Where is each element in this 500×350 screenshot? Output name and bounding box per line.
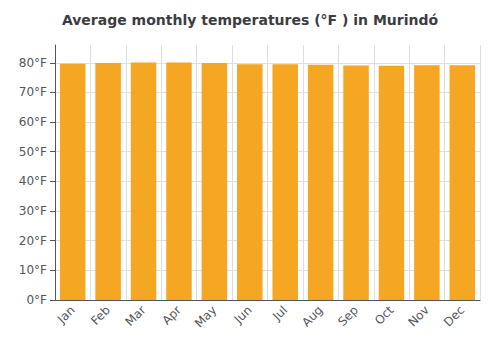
svg-text:10°F: 10°F — [19, 263, 47, 277]
svg-text:Jan: Jan — [54, 303, 78, 327]
svg-text:60°F: 60°F — [19, 115, 47, 129]
svg-text:Apr: Apr — [159, 303, 184, 328]
svg-text:Aug: Aug — [299, 303, 325, 329]
svg-text:Jun: Jun — [231, 303, 255, 327]
svg-text:80°F: 80°F — [19, 56, 47, 70]
svg-text:Feb: Feb — [88, 303, 113, 328]
svg-text:40°F: 40°F — [19, 174, 47, 188]
svg-text:Jul: Jul — [269, 303, 290, 324]
svg-text:0°F: 0°F — [26, 293, 47, 307]
svg-text:70°F: 70°F — [19, 85, 47, 99]
svg-text:Average monthly temperatures (: Average monthly temperatures (°F ) in Mu… — [62, 12, 439, 28]
svg-text:Oct: Oct — [372, 303, 397, 328]
svg-text:50°F: 50°F — [19, 145, 47, 159]
svg-text:20°F: 20°F — [19, 234, 47, 248]
svg-text:Sep: Sep — [335, 303, 361, 329]
svg-text:Dec: Dec — [441, 303, 467, 329]
svg-text:Mar: Mar — [123, 303, 149, 329]
svg-text:Nov: Nov — [405, 303, 431, 329]
svg-text:30°F: 30°F — [19, 204, 47, 218]
svg-text:May: May — [192, 303, 219, 330]
